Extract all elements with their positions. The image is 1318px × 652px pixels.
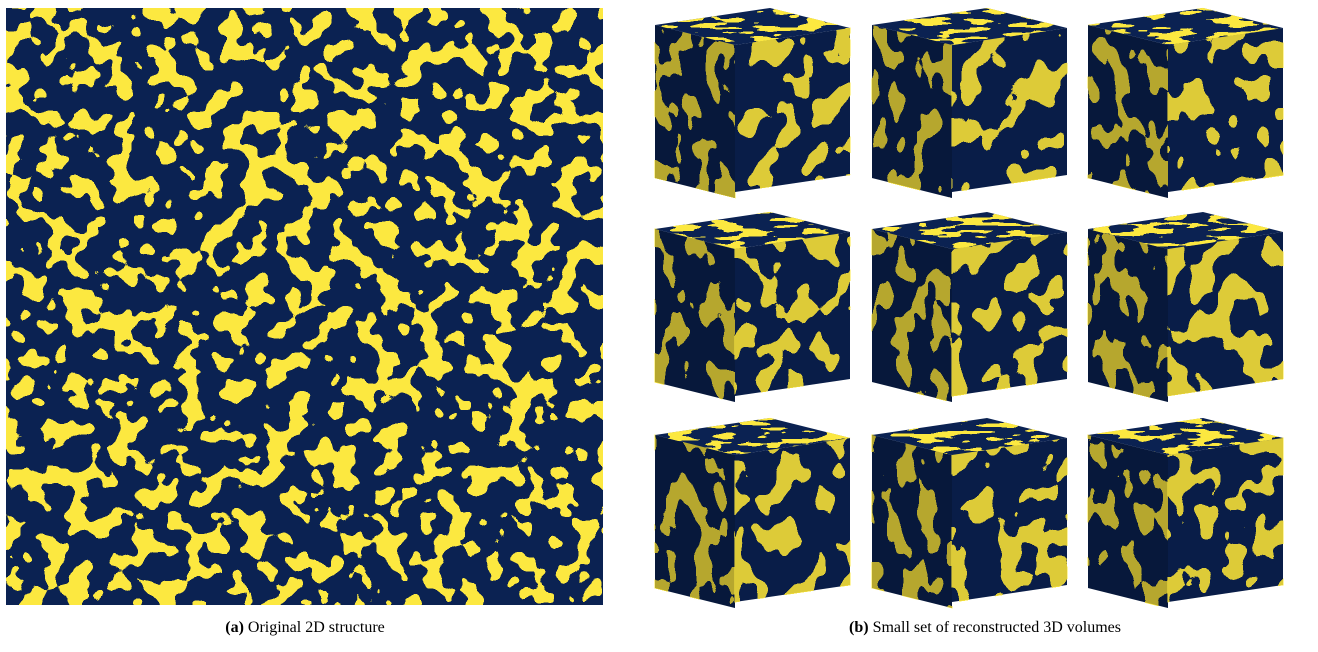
caption-text: Original 2D structure bbox=[248, 619, 385, 636]
cube-right-face bbox=[1168, 438, 1283, 602]
cube bbox=[872, 212, 1067, 402]
figure-graphics bbox=[0, 0, 1318, 612]
cube bbox=[872, 418, 1067, 608]
face-shading bbox=[1088, 229, 1168, 402]
face-shading bbox=[1168, 438, 1283, 602]
face-content bbox=[952, 232, 1067, 396]
cube bbox=[655, 418, 850, 608]
cube bbox=[1088, 212, 1283, 402]
face-content bbox=[655, 229, 735, 402]
face-shading bbox=[952, 232, 1067, 396]
face-content bbox=[952, 28, 1067, 192]
cube-right-face bbox=[952, 438, 1067, 602]
face-content bbox=[1168, 438, 1283, 602]
face-shading bbox=[952, 438, 1067, 602]
face-content bbox=[1088, 435, 1168, 608]
cube-left-face bbox=[872, 25, 952, 198]
face-shading bbox=[735, 438, 850, 602]
phase-texture bbox=[6, 8, 603, 605]
face-shading bbox=[872, 435, 952, 608]
face-content bbox=[1168, 232, 1283, 396]
face-content bbox=[655, 25, 735, 198]
cube-right-face bbox=[952, 232, 1067, 396]
cube-left-face bbox=[655, 25, 735, 198]
cube-right-face bbox=[1168, 232, 1283, 396]
face-shading bbox=[872, 229, 952, 402]
cube bbox=[1088, 418, 1283, 608]
face-shading bbox=[1168, 28, 1283, 192]
face-content bbox=[872, 229, 952, 402]
cube-left-face bbox=[872, 435, 952, 608]
face-content bbox=[872, 25, 952, 198]
face-shading bbox=[952, 28, 1067, 192]
face-shading bbox=[655, 229, 735, 402]
cube-right-face bbox=[952, 28, 1067, 192]
face-shading bbox=[1168, 232, 1283, 396]
cube-right-face bbox=[735, 232, 850, 396]
cube-left-face bbox=[655, 435, 735, 608]
caption-a: (a) Original 2D structure bbox=[105, 619, 505, 637]
face-content bbox=[735, 438, 850, 602]
cube-left-face bbox=[1088, 25, 1168, 198]
face-shading bbox=[655, 25, 735, 198]
cube-left-face bbox=[655, 229, 735, 402]
cube bbox=[872, 8, 1067, 198]
cube-right-face bbox=[735, 438, 850, 602]
face-content bbox=[1088, 25, 1168, 198]
face-shading bbox=[735, 28, 850, 192]
caption-text: Small set of reconstructed 3D volumes bbox=[873, 619, 1121, 636]
cube bbox=[1088, 8, 1283, 198]
face-content bbox=[735, 28, 850, 192]
cube-left-face bbox=[1088, 435, 1168, 608]
reconstructed-volumes bbox=[655, 8, 1283, 608]
face-content bbox=[655, 435, 735, 608]
face-content bbox=[872, 435, 952, 608]
caption-b: (b) Small set of reconstructed 3D volume… bbox=[785, 619, 1185, 637]
figure-page: {"captions": [ {"label": "(a)", "text": … bbox=[0, 0, 1318, 652]
cube-left-face bbox=[872, 229, 952, 402]
cube-right-face bbox=[735, 28, 850, 192]
face-content bbox=[952, 438, 1067, 602]
face-content bbox=[1168, 28, 1283, 192]
face-shading bbox=[1088, 25, 1168, 198]
caption-label: (b) bbox=[849, 619, 869, 636]
cube-right-face bbox=[1168, 28, 1283, 192]
face-shading bbox=[735, 232, 850, 396]
face-content bbox=[1088, 229, 1168, 402]
cube-left-face bbox=[1088, 229, 1168, 402]
face-shading bbox=[655, 435, 735, 608]
face-shading bbox=[1088, 435, 1168, 608]
caption-label: (a) bbox=[225, 619, 244, 636]
face-shading bbox=[872, 25, 952, 198]
cube bbox=[655, 8, 850, 198]
original-2d-structure bbox=[6, 8, 603, 605]
cube bbox=[655, 212, 850, 402]
face-content bbox=[735, 232, 850, 396]
